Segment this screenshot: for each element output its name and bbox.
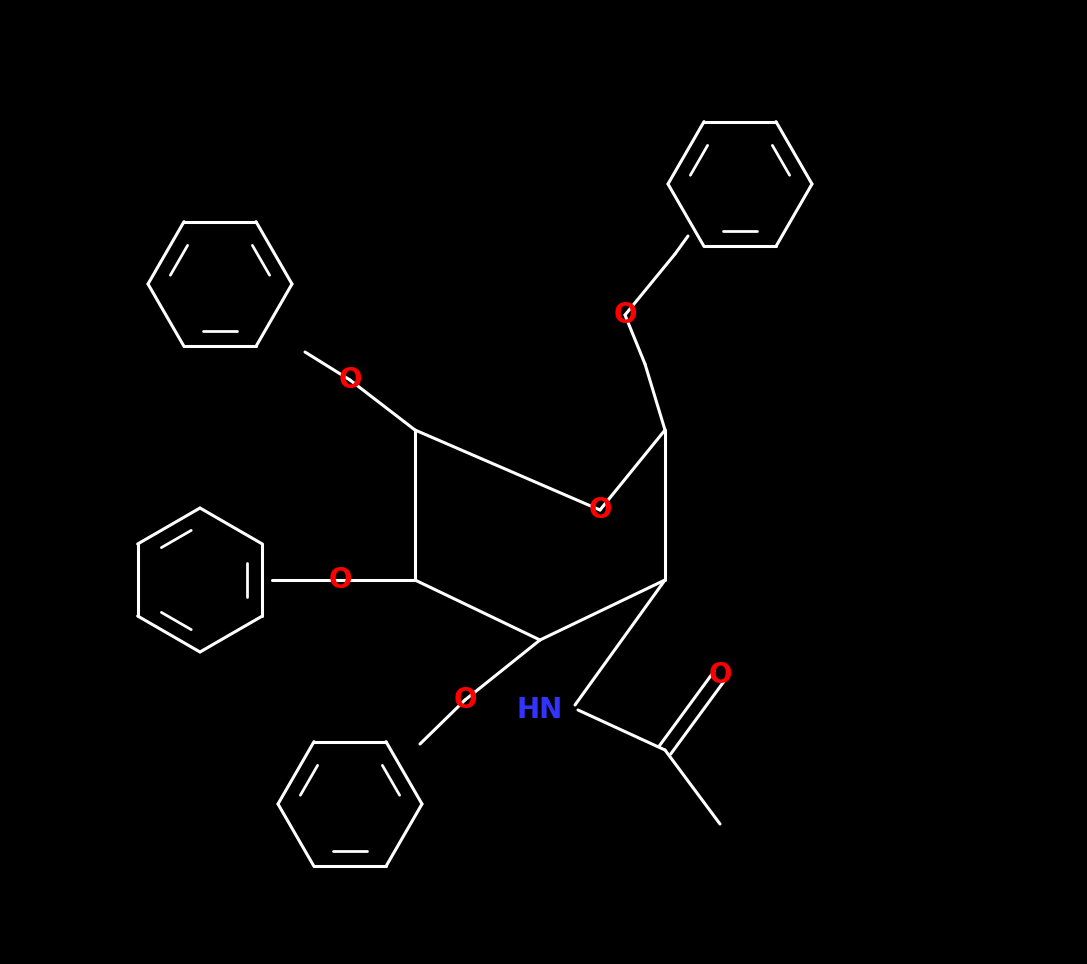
- Text: O: O: [453, 686, 477, 714]
- Text: O: O: [613, 301, 637, 329]
- Text: O: O: [588, 496, 612, 524]
- Text: O: O: [328, 566, 352, 594]
- Text: O: O: [709, 661, 732, 689]
- Text: HN: HN: [517, 696, 563, 724]
- Text: O: O: [338, 366, 362, 394]
